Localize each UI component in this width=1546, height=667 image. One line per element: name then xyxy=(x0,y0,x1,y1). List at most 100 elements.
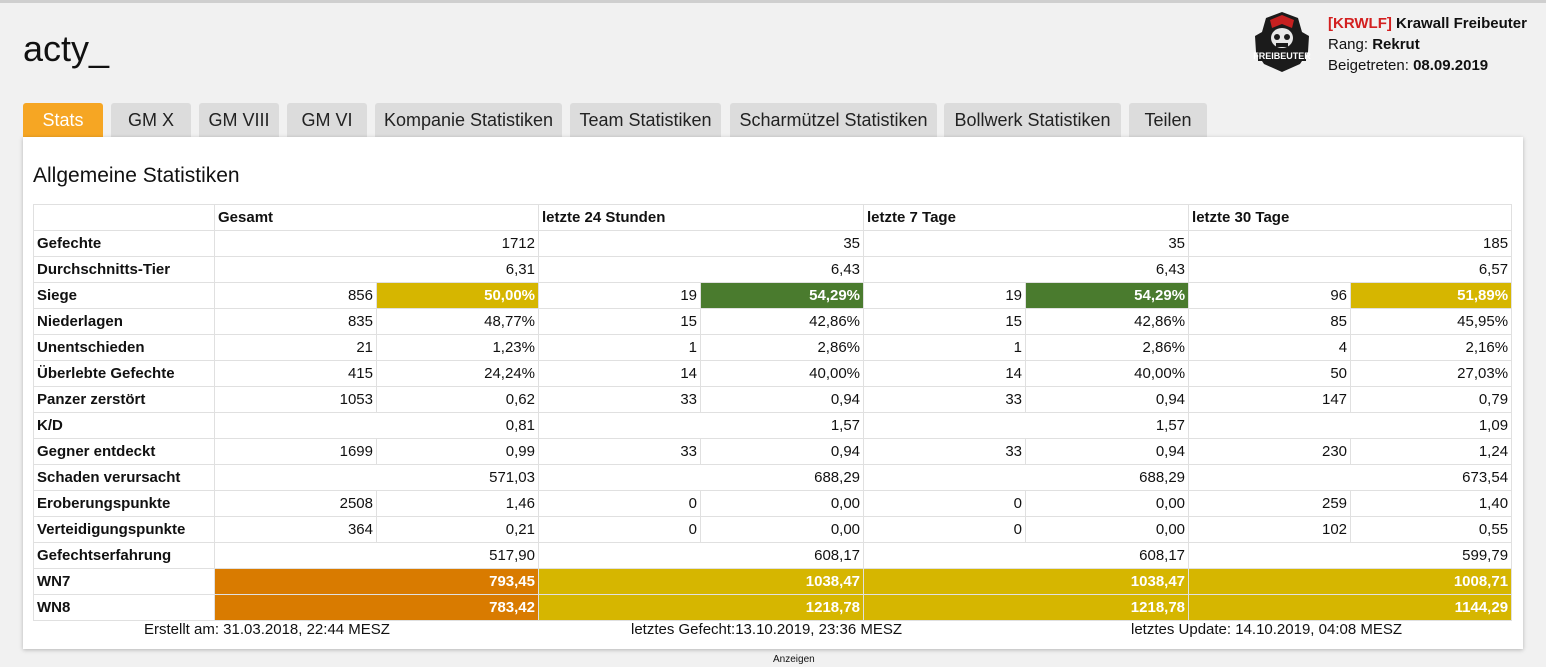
cell-value: 6,43 xyxy=(863,256,1190,283)
cell-rate: 45,95% xyxy=(1350,308,1513,335)
tab-bollwerk-statistiken[interactable]: Bollwerk Statistiken xyxy=(944,103,1121,137)
cell-value: 1,09 xyxy=(1188,412,1513,439)
cell-count: 33 xyxy=(538,438,701,465)
cell-rate: 40,00% xyxy=(1025,360,1190,387)
row-label: WN7 xyxy=(33,568,215,595)
cell-rate: 0,00 xyxy=(1025,490,1190,517)
cell-rate: 0,94 xyxy=(1025,386,1190,413)
clan-tag[interactable]: [KRWLF] xyxy=(1328,15,1392,32)
table-row: Gefechte 1712 35 35 185 xyxy=(33,230,1513,257)
cell-rate: 0,79 xyxy=(1350,386,1513,413)
row-label: Eroberungspunkte xyxy=(33,490,215,517)
table-row: Durchschnitts-Tier 6,31 6,43 6,43 6,57 xyxy=(33,256,1513,283)
cell-rate: 0,94 xyxy=(699,438,865,465)
cell-count: 2508 xyxy=(214,490,377,517)
cell-rate: 0,21 xyxy=(376,516,539,543)
cell-value: 35 xyxy=(537,230,865,257)
ad-label: Anzeigen xyxy=(773,654,815,665)
cell-value: 608,17 xyxy=(537,542,865,569)
cell-rate: 0,94 xyxy=(1025,438,1190,465)
cell-value: 1,57 xyxy=(537,412,865,439)
cell-count: 19 xyxy=(863,282,1027,309)
cell-count: 856 xyxy=(214,282,377,309)
cell-value: 1,57 xyxy=(863,412,1190,439)
row-label: Durchschnitts-Tier xyxy=(33,256,215,283)
table-row: WN7 793,45 1038,47 1038,47 1008,71 xyxy=(33,568,1513,595)
header-30d: letzte 30 Tage xyxy=(1188,204,1513,231)
cell-rate: 1,23% xyxy=(376,334,539,361)
table-row: WN8 783,42 1218,78 1218,78 1144,29 xyxy=(33,594,1513,621)
tab-scharmuetzel-statistiken[interactable]: Scharmützel Statistiken xyxy=(730,103,937,137)
cell-value: 1038,47 xyxy=(537,568,865,595)
cell-rate: 2,86% xyxy=(699,334,865,361)
cell-rate: 51,89% xyxy=(1350,282,1513,309)
panel-title: Allgemeine Statistiken xyxy=(33,164,240,187)
row-label: Gefechte xyxy=(33,230,215,257)
cell-count: 1699 xyxy=(214,438,377,465)
cell-value: 1218,78 xyxy=(863,594,1190,621)
cell-rate: 0,94 xyxy=(699,386,865,413)
cell-count: 1 xyxy=(863,334,1027,361)
cell-value: 599,79 xyxy=(1188,542,1513,569)
clan-logo-icon[interactable]: FREIBEUTER xyxy=(1252,10,1312,74)
row-label: Panzer zerstört xyxy=(33,386,215,413)
cell-count: 230 xyxy=(1188,438,1352,465)
cell-rate: 0,00 xyxy=(699,490,865,517)
tab-teilen[interactable]: Teilen xyxy=(1129,103,1207,137)
row-label: Verteidigungspunkte xyxy=(33,516,215,543)
cell-count: 1053 xyxy=(214,386,377,413)
row-label: Gefechtserfahrung xyxy=(33,542,215,569)
tab-team-statistiken[interactable]: Team Statistiken xyxy=(570,103,721,137)
stats-body: Gefechte 1712 35 35 185 Durchschnitts-Tier 6,3… xyxy=(33,230,1513,621)
clan-name[interactable]: Krawall Freibeuter xyxy=(1396,15,1527,32)
cell-count: 0 xyxy=(863,516,1027,543)
row-label: Schaden verursacht xyxy=(33,464,215,491)
table-row: Überlebte Gefechte 415 24,24% 14 40,00% 14 40,… xyxy=(33,360,1513,387)
tab-stats[interactable]: Stats xyxy=(23,103,103,137)
cell-value: 35 xyxy=(863,230,1190,257)
last-update-date: letztes Update: 14.10.2019, 04:08 MESZ xyxy=(1131,621,1403,638)
cell-rate: 27,03% xyxy=(1350,360,1513,387)
stats-panel: Allgemeine Statistiken Gesamt letzte 24 … xyxy=(23,137,1523,649)
table-row: Siege 856 50,00% 19 54,29% 19 54,29% 96 51,89% xyxy=(33,282,1513,309)
header-gesamt: Gesamt xyxy=(214,204,539,231)
cell-value: 1218,78 xyxy=(537,594,865,621)
cell-rate: 54,29% xyxy=(1025,282,1190,309)
cell-rate: 1,24 xyxy=(1350,438,1513,465)
table-row: Unentschieden 21 1,23% 1 2,86% 1 2,86% 4 2,16% xyxy=(33,334,1513,361)
tab-kompanie-statistiken[interactable]: Kompanie Statistiken xyxy=(375,103,562,137)
cell-value: 185 xyxy=(1188,230,1513,257)
cell-rate: 0,62 xyxy=(376,386,539,413)
cell-count: 21 xyxy=(214,334,377,361)
tab-gm-vi[interactable]: GM VI xyxy=(287,103,367,137)
cell-rate: 42,86% xyxy=(1025,308,1190,335)
joined-value: 08.09.2019 xyxy=(1413,57,1489,74)
cell-rate: 24,24% xyxy=(376,360,539,387)
table-header-row: Gesamt letzte 24 Stunden letzte 7 Tage l… xyxy=(33,204,1513,231)
cell-value: 0,81 xyxy=(214,412,539,439)
cell-rate: 2,16% xyxy=(1350,334,1513,361)
cell-count: 19 xyxy=(538,282,701,309)
cell-value: 1712 xyxy=(214,230,539,257)
table-row: Gefechtserfahrung 517,90 608,17 608,17 599,7… xyxy=(33,542,1513,569)
cell-count: 0 xyxy=(538,516,701,543)
cell-count: 835 xyxy=(214,308,377,335)
header-24h: letzte 24 Stunden xyxy=(537,204,865,231)
svg-text:FREIBEUTER: FREIBEUTER xyxy=(1253,51,1311,61)
tab-gm-x[interactable]: GM X xyxy=(111,103,191,137)
cell-value: 6,57 xyxy=(1188,256,1513,283)
table-row: Panzer zerstört 1053 0,62 33 0,94 33 0,94 147 0,… xyxy=(33,386,1513,413)
table-row: Gegner entdeckt 1699 0,99 33 0,94 33 0,94 230 1,… xyxy=(33,438,1513,465)
table-row: Schaden verursacht 571,03 688,29 688,29 673,… xyxy=(33,464,1513,491)
tab-gm-viii[interactable]: GM VIII xyxy=(199,103,279,137)
clan-box: FREIBEUTER [KRWLF] Krawall Freibeuter Ra… xyxy=(1252,10,1542,80)
cell-rate: 54,29% xyxy=(699,282,865,309)
cell-count: 14 xyxy=(538,360,701,387)
rank-value: Rekrut xyxy=(1372,36,1420,53)
cell-count: 85 xyxy=(1188,308,1352,335)
cell-count: 0 xyxy=(538,490,701,517)
cell-value: 783,42 xyxy=(214,594,539,621)
row-label: Gegner entdeckt xyxy=(33,438,215,465)
table-row: Eroberungspunkte 2508 1,46 0 0,00 0 0,00 259 1,4… xyxy=(33,490,1513,517)
cell-count: 415 xyxy=(214,360,377,387)
